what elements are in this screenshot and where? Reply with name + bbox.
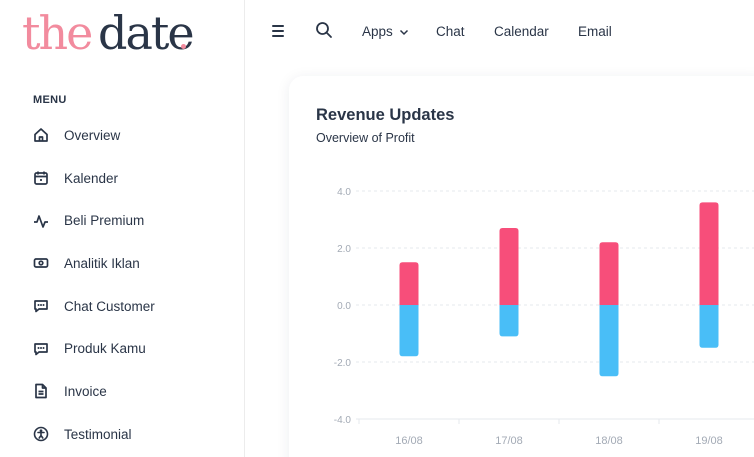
brand-word-date: date [98, 6, 195, 60]
bar-negative [499, 305, 519, 337]
sidebar-item-produk-kamu[interactable]: Produk Kamu [0, 327, 244, 370]
message-icon [32, 297, 50, 315]
sidebar-item-label: Chat Customer [64, 298, 155, 314]
sidebar-item-kalender[interactable]: Kalender [0, 157, 244, 200]
cash-icon [32, 254, 50, 272]
card-title: Revenue Updates [316, 106, 455, 124]
chevron-down-icon [399, 29, 408, 36]
sidebar-item-label: Beli Premium [64, 213, 145, 229]
x-tick-label: 16/08 [395, 435, 423, 447]
bar-positive [599, 242, 619, 305]
bar-positive [399, 262, 419, 305]
revenue-updates-card: Revenue Updates Overview of Profit 4.0 2.… [289, 76, 754, 457]
sidebar-item-label: Kalender [64, 170, 119, 186]
sidebar-item-analitik-iklan[interactable]: Analitik Iklan [0, 242, 244, 285]
brand-logo[interactable]: the date [0, 6, 200, 62]
top-navbar: Apps Chat Calendar Email [246, 0, 754, 64]
activity-icon [32, 212, 50, 230]
message-icon [32, 340, 50, 358]
sidebar-item-testimonial[interactable]: Testimonial [0, 413, 244, 456]
email-link[interactable]: Email [578, 24, 612, 39]
file-icon [32, 382, 50, 400]
revenue-chart: 4.0 2.0 0.0 -2.0 -4.0 16/08 17/08 18/08 19/08 [334, 187, 754, 447]
home-icon [32, 126, 50, 144]
x-tick-label: 17/08 [495, 435, 523, 447]
y-tick-label: -2.0 [334, 358, 352, 369]
accessibility-icon [32, 425, 50, 443]
bar-negative [699, 305, 719, 348]
sidebar-item-label: Testimonial [64, 426, 132, 442]
y-tick-label: 0.0 [337, 301, 351, 312]
sidebar-menu: Overview Kalender Beli Premium Analitik … [0, 114, 244, 456]
sidebar-item-label: Analitik Iklan [64, 255, 140, 271]
sidebar-item-invoice[interactable]: Invoice [0, 370, 244, 413]
card-subtitle: Overview of Profit [316, 131, 415, 145]
bar-positive [499, 228, 519, 305]
apps-label: Apps [362, 24, 393, 39]
hamburger-icon[interactable] [270, 22, 288, 38]
x-tick-label: 18/08 [595, 435, 623, 447]
sidebar-item-label: Produk Kamu [64, 341, 146, 357]
sidebar-item-label: Invoice [64, 383, 107, 399]
sidebar-item-label: Overview [64, 127, 121, 143]
y-tick-label: -4.0 [334, 415, 352, 426]
calendar-icon [32, 169, 50, 187]
sidebar-item-beli-premium[interactable]: Beli Premium [0, 199, 244, 242]
y-tick-label: 4.0 [337, 187, 351, 198]
x-tick-label: 19/08 [695, 435, 723, 447]
menu-heading: MENU [33, 94, 67, 106]
chat-link[interactable]: Chat [436, 24, 465, 39]
y-tick-label: 2.0 [337, 244, 351, 255]
apps-dropdown[interactable]: Apps [362, 24, 409, 39]
search-icon[interactable] [315, 21, 335, 41]
sidebar: the date MENU Overview Kalender Beli Pre… [0, 0, 245, 457]
brand-dot [181, 44, 186, 49]
bar-positive [699, 202, 719, 305]
sidebar-item-chat-customer[interactable]: Chat Customer [0, 285, 244, 328]
bar-negative [599, 305, 619, 377]
brand-word-the: the [22, 6, 93, 60]
bar-negative [399, 305, 419, 357]
sidebar-item-overview[interactable]: Overview [0, 114, 244, 157]
calendar-link[interactable]: Calendar [494, 24, 549, 39]
